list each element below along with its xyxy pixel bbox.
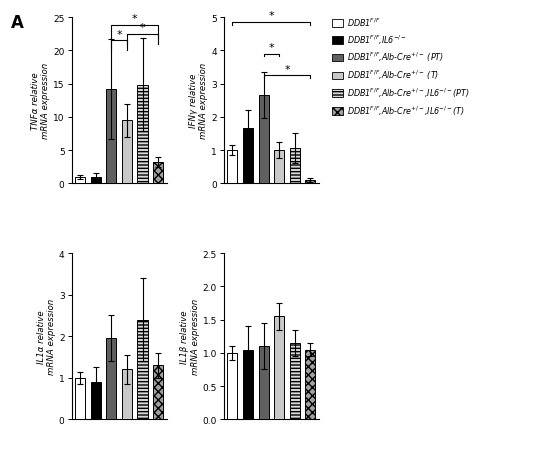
Text: A: A xyxy=(11,14,24,32)
Bar xyxy=(243,350,253,419)
Bar xyxy=(75,177,85,184)
Bar xyxy=(122,121,132,184)
Y-axis label: IFNγ relative
mRNA expression: IFNγ relative mRNA expression xyxy=(189,63,208,139)
Text: *: * xyxy=(268,43,274,53)
Bar xyxy=(106,90,117,184)
Bar xyxy=(153,365,163,419)
Text: *: * xyxy=(116,30,122,40)
Text: *: * xyxy=(268,11,274,21)
Text: *: * xyxy=(132,14,138,24)
Y-axis label: IL1α relative
mRNA expression: IL1α relative mRNA expression xyxy=(37,299,56,374)
Bar xyxy=(290,343,300,419)
Bar xyxy=(290,149,300,184)
Bar xyxy=(258,96,268,184)
Y-axis label: TNFα relative
mRNA expression: TNFα relative mRNA expression xyxy=(31,63,50,139)
Bar xyxy=(258,346,268,419)
Bar xyxy=(138,86,147,184)
Text: *: * xyxy=(284,64,290,74)
Bar xyxy=(305,350,316,419)
Bar xyxy=(274,151,284,184)
Bar xyxy=(305,180,316,184)
Legend: DDB1$^{F/F}$, DDB1$^{F/F}$,IL6$^{-/-}$, DDB1$^{F/F}$,Alb-Cre$^{+/-}$ (PT), DDB1$: DDB1$^{F/F}$, DDB1$^{F/F}$,IL6$^{-/-}$, … xyxy=(328,13,473,121)
Bar xyxy=(153,163,163,184)
Bar xyxy=(227,353,238,419)
Y-axis label: IL1β relative
mRNA expression: IL1β relative mRNA expression xyxy=(180,299,200,374)
Bar xyxy=(274,317,284,419)
Bar xyxy=(227,151,238,184)
Text: *: * xyxy=(140,23,145,33)
Bar xyxy=(243,129,253,184)
Bar xyxy=(91,382,101,419)
Bar xyxy=(75,378,85,419)
Bar xyxy=(138,320,147,419)
Bar xyxy=(106,339,117,419)
Bar xyxy=(122,370,132,419)
Bar xyxy=(91,177,101,184)
